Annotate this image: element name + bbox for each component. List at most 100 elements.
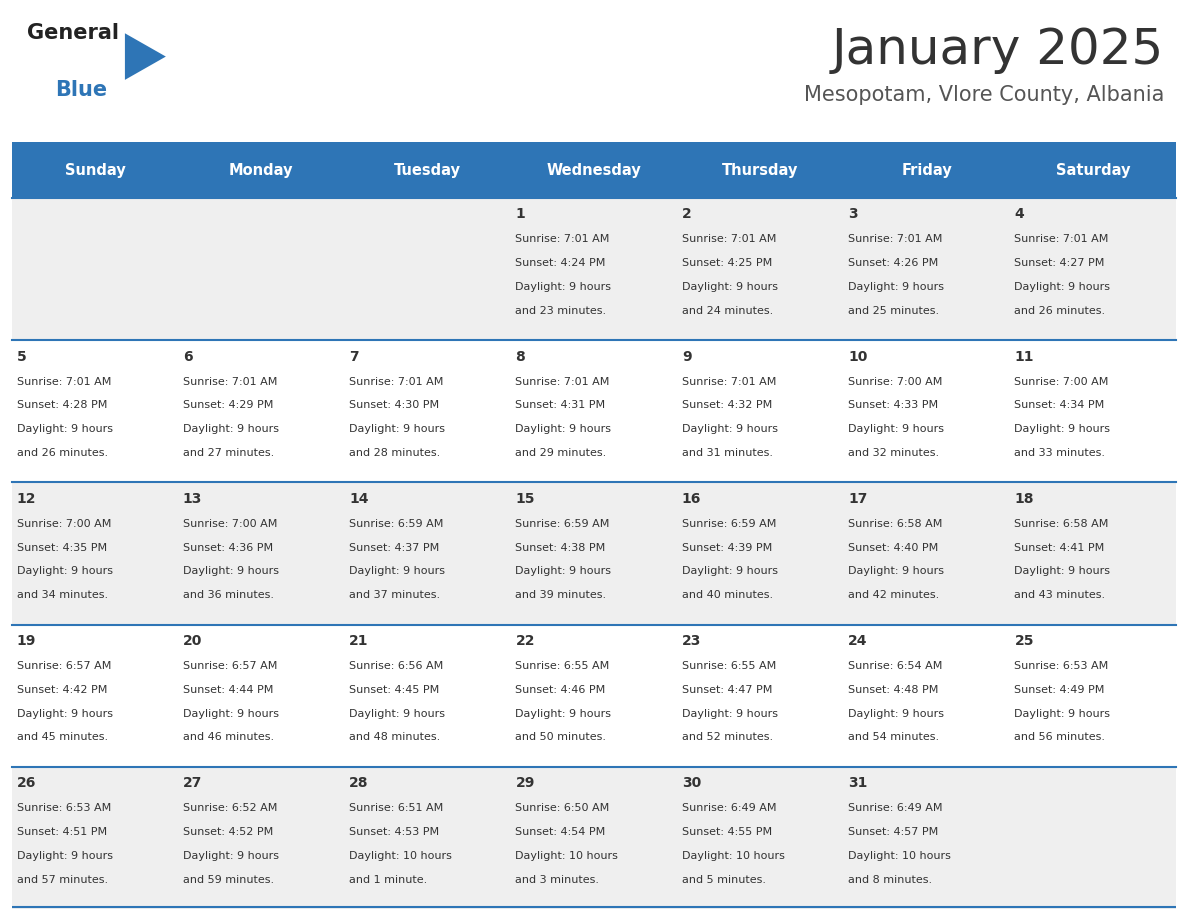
- Text: Sunset: 4:33 PM: Sunset: 4:33 PM: [848, 400, 939, 410]
- Text: and 48 minutes.: and 48 minutes.: [349, 733, 441, 743]
- Bar: [12, 767, 178, 909]
- Text: Daylight: 10 hours: Daylight: 10 hours: [516, 851, 619, 861]
- Bar: [511, 142, 677, 198]
- Text: Thursday: Thursday: [722, 162, 798, 178]
- Text: Sunrise: 7:00 AM: Sunrise: 7:00 AM: [1015, 376, 1108, 386]
- Text: 27: 27: [183, 776, 202, 789]
- Text: Sunrise: 6:57 AM: Sunrise: 6:57 AM: [17, 661, 110, 671]
- Text: Daylight: 9 hours: Daylight: 9 hours: [183, 851, 279, 861]
- Text: Daylight: 9 hours: Daylight: 9 hours: [1015, 709, 1111, 719]
- Text: Daylight: 9 hours: Daylight: 9 hours: [17, 566, 113, 577]
- Text: January 2025: January 2025: [832, 26, 1164, 73]
- Text: Sunrise: 6:58 AM: Sunrise: 6:58 AM: [1015, 519, 1108, 529]
- Text: Sunset: 4:30 PM: Sunset: 4:30 PM: [349, 400, 440, 410]
- Text: Sunset: 4:57 PM: Sunset: 4:57 PM: [848, 827, 939, 837]
- Text: Daylight: 9 hours: Daylight: 9 hours: [848, 282, 944, 292]
- Bar: [511, 198, 677, 341]
- Text: 9: 9: [682, 350, 691, 364]
- Text: Sunset: 4:38 PM: Sunset: 4:38 PM: [516, 543, 606, 553]
- Text: Sunrise: 6:59 AM: Sunrise: 6:59 AM: [682, 519, 776, 529]
- Text: Sunset: 4:45 PM: Sunset: 4:45 PM: [349, 685, 440, 695]
- Text: Daylight: 9 hours: Daylight: 9 hours: [682, 424, 778, 434]
- Text: and 46 minutes.: and 46 minutes.: [183, 733, 274, 743]
- Text: and 43 minutes.: and 43 minutes.: [1015, 590, 1106, 600]
- Text: and 42 minutes.: and 42 minutes.: [848, 590, 940, 600]
- Text: Sunset: 4:28 PM: Sunset: 4:28 PM: [17, 400, 107, 410]
- Bar: [1010, 624, 1176, 767]
- Text: and 5 minutes.: and 5 minutes.: [682, 875, 766, 885]
- Text: Sunset: 4:53 PM: Sunset: 4:53 PM: [349, 827, 440, 837]
- Text: and 50 minutes.: and 50 minutes.: [516, 733, 607, 743]
- Text: Daylight: 9 hours: Daylight: 9 hours: [516, 282, 612, 292]
- Text: and 25 minutes.: and 25 minutes.: [848, 306, 940, 316]
- Text: Daylight: 9 hours: Daylight: 9 hours: [682, 282, 778, 292]
- Text: 8: 8: [516, 350, 525, 364]
- Text: Sunset: 4:24 PM: Sunset: 4:24 PM: [516, 258, 606, 268]
- Bar: [677, 767, 843, 909]
- Text: Sunrise: 7:01 AM: Sunrise: 7:01 AM: [17, 376, 110, 386]
- Text: Sunrise: 6:59 AM: Sunrise: 6:59 AM: [349, 519, 443, 529]
- Text: Daylight: 9 hours: Daylight: 9 hours: [682, 566, 778, 577]
- Bar: [1010, 483, 1176, 624]
- Text: Sunrise: 6:59 AM: Sunrise: 6:59 AM: [516, 519, 609, 529]
- Text: Daylight: 10 hours: Daylight: 10 hours: [349, 851, 453, 861]
- Text: Daylight: 9 hours: Daylight: 9 hours: [349, 709, 446, 719]
- Text: and 40 minutes.: and 40 minutes.: [682, 590, 773, 600]
- Text: and 32 minutes.: and 32 minutes.: [848, 448, 940, 458]
- Text: Sunrise: 7:01 AM: Sunrise: 7:01 AM: [682, 376, 776, 386]
- Text: 17: 17: [848, 492, 867, 506]
- Text: and 39 minutes.: and 39 minutes.: [516, 590, 607, 600]
- Text: Sunset: 4:31 PM: Sunset: 4:31 PM: [516, 400, 606, 410]
- Text: Daylight: 9 hours: Daylight: 9 hours: [183, 566, 279, 577]
- Text: Sunrise: 6:50 AM: Sunrise: 6:50 AM: [516, 803, 609, 813]
- Text: and 57 minutes.: and 57 minutes.: [17, 875, 108, 885]
- Bar: [178, 624, 345, 767]
- Text: Sunrise: 6:53 AM: Sunrise: 6:53 AM: [17, 803, 110, 813]
- Text: Daylight: 9 hours: Daylight: 9 hours: [848, 566, 944, 577]
- Text: Sunrise: 6:58 AM: Sunrise: 6:58 AM: [848, 519, 942, 529]
- Text: Blue: Blue: [55, 80, 107, 100]
- Bar: [511, 341, 677, 483]
- Text: 25: 25: [1015, 633, 1034, 648]
- Bar: [1010, 198, 1176, 341]
- Text: 31: 31: [848, 776, 867, 789]
- Bar: [843, 198, 1010, 341]
- Text: and 29 minutes.: and 29 minutes.: [516, 448, 607, 458]
- Text: 2: 2: [682, 207, 691, 221]
- Text: Sunset: 4:54 PM: Sunset: 4:54 PM: [516, 827, 606, 837]
- Text: Daylight: 9 hours: Daylight: 9 hours: [682, 709, 778, 719]
- Text: Sunset: 4:40 PM: Sunset: 4:40 PM: [848, 543, 939, 553]
- Text: Sunrise: 7:00 AM: Sunrise: 7:00 AM: [848, 376, 942, 386]
- Bar: [677, 624, 843, 767]
- Text: 4: 4: [1015, 207, 1024, 221]
- Text: 6: 6: [183, 350, 192, 364]
- Text: 14: 14: [349, 492, 368, 506]
- Text: Sunrise: 6:56 AM: Sunrise: 6:56 AM: [349, 661, 443, 671]
- Text: Sunrise: 7:00 AM: Sunrise: 7:00 AM: [17, 519, 110, 529]
- Text: and 34 minutes.: and 34 minutes.: [17, 590, 108, 600]
- Text: and 54 minutes.: and 54 minutes.: [848, 733, 940, 743]
- Bar: [677, 198, 843, 341]
- Text: Saturday: Saturday: [1056, 162, 1130, 178]
- Text: Sunset: 4:34 PM: Sunset: 4:34 PM: [1015, 400, 1105, 410]
- Bar: [843, 483, 1010, 624]
- Bar: [511, 767, 677, 909]
- Bar: [677, 483, 843, 624]
- Text: Sunset: 4:25 PM: Sunset: 4:25 PM: [682, 258, 772, 268]
- Text: 21: 21: [349, 633, 368, 648]
- Text: Sunset: 4:52 PM: Sunset: 4:52 PM: [183, 827, 273, 837]
- Text: Sunset: 4:47 PM: Sunset: 4:47 PM: [682, 685, 772, 695]
- Text: Sunset: 4:36 PM: Sunset: 4:36 PM: [183, 543, 273, 553]
- Text: Sunset: 4:49 PM: Sunset: 4:49 PM: [1015, 685, 1105, 695]
- Text: Daylight: 9 hours: Daylight: 9 hours: [1015, 282, 1111, 292]
- Text: 20: 20: [183, 633, 202, 648]
- Text: Daylight: 9 hours: Daylight: 9 hours: [516, 424, 612, 434]
- Text: Daylight: 10 hours: Daylight: 10 hours: [682, 851, 785, 861]
- Text: Monday: Monday: [229, 162, 293, 178]
- Bar: [843, 767, 1010, 909]
- Text: and 36 minutes.: and 36 minutes.: [183, 590, 274, 600]
- Text: Daylight: 9 hours: Daylight: 9 hours: [516, 709, 612, 719]
- Text: 15: 15: [516, 492, 535, 506]
- Text: Daylight: 9 hours: Daylight: 9 hours: [516, 566, 612, 577]
- Text: 22: 22: [516, 633, 535, 648]
